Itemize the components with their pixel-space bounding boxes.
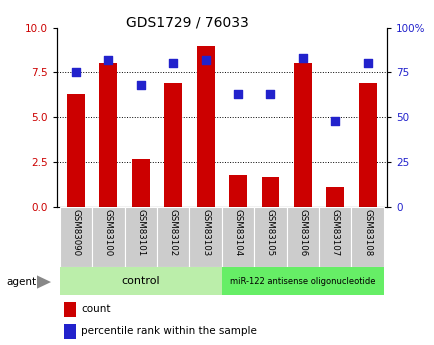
Bar [261,177,279,207]
Bar [221,267,383,295]
Bar [196,46,214,207]
Point [234,91,241,97]
Point [299,55,306,61]
Bar [293,63,311,207]
Point [105,57,112,63]
Text: GSM83104: GSM83104 [233,209,242,256]
Bar [132,159,149,207]
Bar [164,83,182,207]
Text: GSM83090: GSM83090 [71,209,80,256]
Text: GSM83108: GSM83108 [362,209,372,256]
Bar [59,267,221,295]
Bar [286,207,319,267]
Polygon shape [37,275,51,289]
Bar [92,207,124,267]
Bar [157,207,189,267]
Point [137,82,144,88]
Bar [189,207,221,267]
Point [363,61,370,66]
Text: GSM83103: GSM83103 [201,209,210,256]
Bar [351,207,383,267]
Text: GSM83106: GSM83106 [298,209,307,256]
Bar [254,207,286,267]
Point [266,91,273,97]
Point [169,61,176,66]
Text: GDS1729 / 76033: GDS1729 / 76033 [125,16,248,30]
Bar [124,207,157,267]
Text: agent: agent [7,277,36,287]
Bar [67,94,85,207]
Bar [221,207,254,267]
Bar [229,175,247,207]
Text: GSM83101: GSM83101 [136,209,145,256]
Bar [64,324,76,339]
Bar [99,63,117,207]
Bar [319,207,351,267]
Point [331,118,338,124]
Text: percentile rank within the sample: percentile rank within the sample [81,326,256,336]
Text: count: count [81,304,110,314]
Text: GSM83100: GSM83100 [104,209,113,256]
Point [202,57,209,63]
Point [72,70,79,75]
Bar [59,207,92,267]
Bar [358,83,376,207]
Text: GSM83102: GSM83102 [168,209,178,256]
Text: GSM83107: GSM83107 [330,209,339,256]
Text: miR-122 antisense oligonucleotide: miR-122 antisense oligonucleotide [230,277,375,286]
Bar [64,302,76,317]
Bar [326,187,343,207]
Text: GSM83105: GSM83105 [265,209,274,256]
Text: control: control [121,276,160,286]
